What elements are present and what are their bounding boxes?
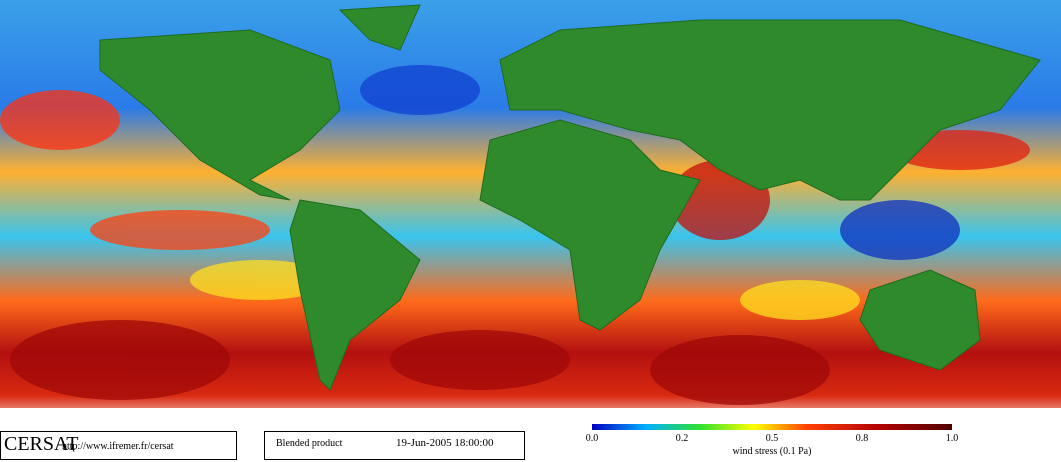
south-america — [289, 199, 421, 391]
colorbar-tick-label: 1.0 — [946, 433, 959, 444]
colorbar-tick-label: 0.2 — [676, 433, 689, 444]
product: Blended product — [276, 438, 343, 449]
wind-patch — [740, 280, 860, 320]
greenland — [338, 4, 421, 51]
wind-patch — [840, 200, 960, 260]
colorbar-tick-label: 0.5 — [766, 433, 779, 444]
wind-patch — [90, 210, 270, 250]
africa — [479, 119, 701, 331]
colorbar-tick-label: 0.8 — [856, 433, 869, 444]
info-box — [264, 431, 525, 460]
colorbar-label: wind stress (0.1 Pa) — [733, 446, 812, 457]
date: 19-Jun-2005 18:00:00 — [396, 437, 494, 449]
eurasia — [499, 19, 1041, 201]
logo-box — [0, 431, 237, 460]
url: http://www.ifremer.fr/cersat — [62, 441, 174, 452]
wind-patch — [190, 260, 330, 300]
wind-patch — [10, 320, 230, 400]
wind-patch — [390, 330, 570, 390]
colorbar — [592, 424, 952, 430]
wind-patch — [650, 335, 830, 405]
wind-field — [0, 65, 1030, 405]
australia — [859, 269, 981, 371]
colorbar-tick-label: 0.0 — [586, 433, 599, 444]
wind-patch — [0, 90, 120, 150]
logo: CERSAT — [4, 433, 78, 455]
footer — [0, 430, 1061, 462]
north-america — [99, 29, 341, 201]
wind-patch — [360, 65, 480, 115]
